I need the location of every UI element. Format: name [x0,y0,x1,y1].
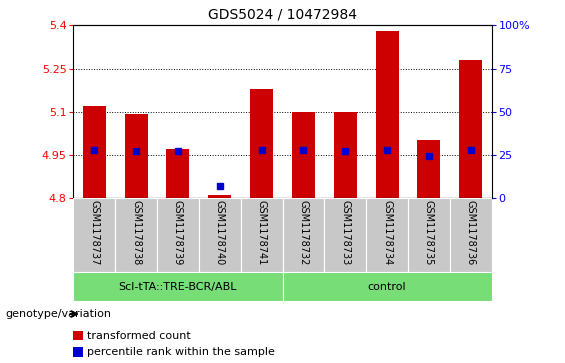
Bar [83,106,106,198]
Bar [125,114,147,198]
Bar [366,198,408,272]
Bar [199,198,241,272]
Text: GSM1178736: GSM1178736 [466,200,476,265]
Text: percentile rank within the sample: percentile rank within the sample [87,347,275,357]
Text: GSM1178734: GSM1178734 [382,200,392,265]
Bar [418,140,440,198]
Bar [450,198,492,272]
Bar [459,60,482,198]
Text: GSM1178732: GSM1178732 [298,200,308,265]
Bar [282,198,324,272]
Bar [334,112,357,198]
Text: Scl-tTA::TRE-BCR/ABL: Scl-tTA::TRE-BCR/ABL [119,282,237,292]
Bar [208,195,231,198]
Text: genotype/variation: genotype/variation [6,309,112,319]
Text: GSM1178737: GSM1178737 [89,200,99,265]
Bar [167,149,189,198]
Bar [324,198,366,272]
Bar [115,198,157,272]
Text: transformed count: transformed count [87,331,190,340]
Bar [241,198,282,272]
Text: GSM1178741: GSM1178741 [257,200,267,265]
Bar [376,31,398,198]
Bar [250,89,273,198]
Bar [73,198,115,272]
Text: GSM1178733: GSM1178733 [340,200,350,265]
Bar [292,112,315,198]
Text: GSM1178735: GSM1178735 [424,200,434,265]
Text: GSM1178738: GSM1178738 [131,200,141,265]
Text: control: control [368,282,406,292]
Bar [157,198,199,272]
Bar [408,198,450,272]
Bar [73,347,82,357]
Bar [282,272,492,301]
Text: GSM1178740: GSM1178740 [215,200,225,265]
Title: GDS5024 / 10472984: GDS5024 / 10472984 [208,8,357,21]
Bar [73,272,282,301]
Bar [73,331,82,340]
Text: GSM1178739: GSM1178739 [173,200,183,265]
